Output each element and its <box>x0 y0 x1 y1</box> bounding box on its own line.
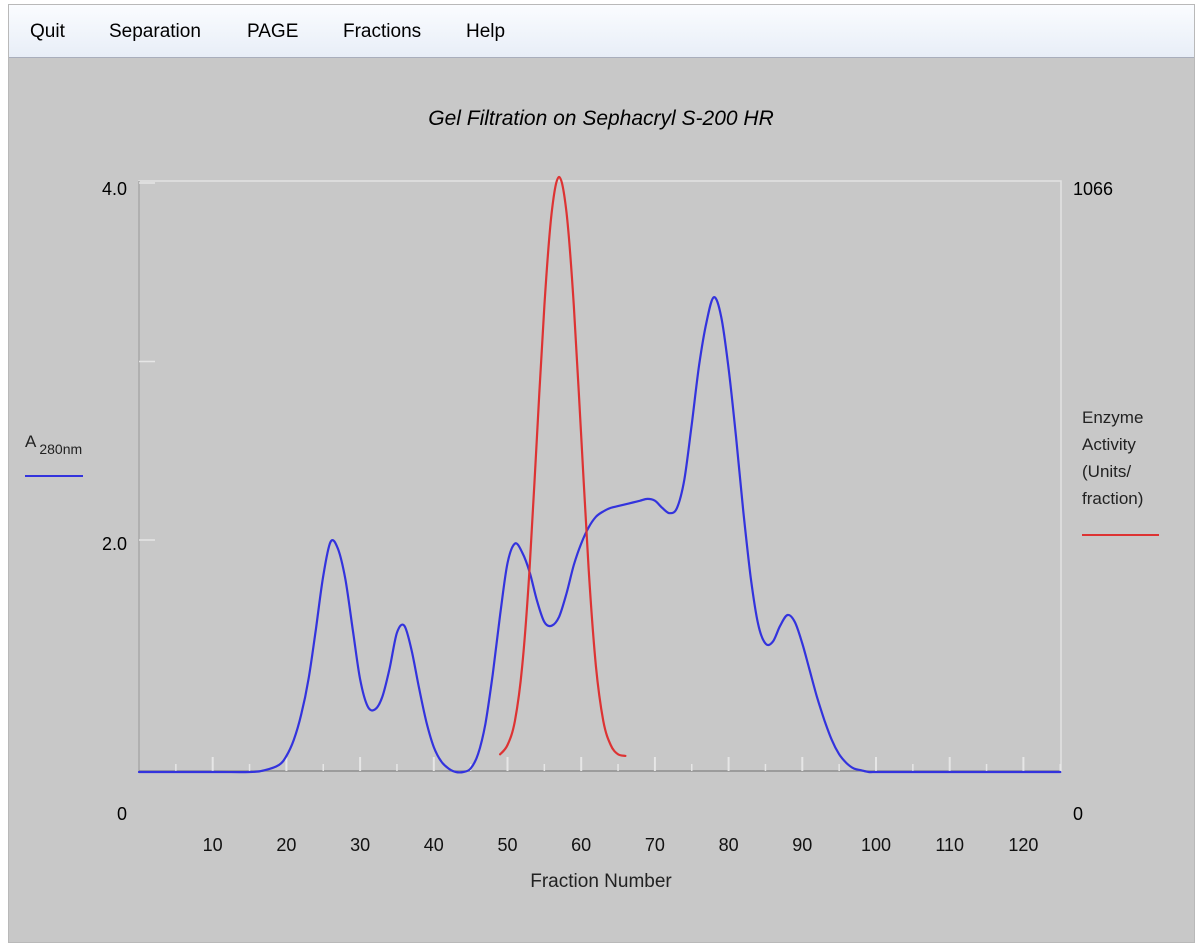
x-tick-label: 70 <box>645 835 665 855</box>
x-tick-label: 120 <box>1008 835 1038 855</box>
chart-title: Gel Filtration on Sephacryl S-200 HR <box>428 107 774 130</box>
y-axis-ticks <box>139 182 155 541</box>
left-axis-label-sub: 280nm <box>39 441 82 457</box>
menu-quit[interactable]: Quit <box>30 21 65 42</box>
x-tick-label: 50 <box>497 835 517 855</box>
x-tick-label: 30 <box>350 835 370 855</box>
menu-help[interactable]: Help <box>466 21 506 42</box>
left-axis-mid-label: 2.0 <box>102 534 127 554</box>
x-tick-label: 100 <box>861 835 891 855</box>
right-axis-min-label: 0 <box>1073 804 1083 824</box>
x-axis-label: Fraction Number <box>530 871 672 892</box>
menu-bar: Quit Separation PAGE Fractions Help <box>9 5 1194 58</box>
left-axis-label-main: A <box>25 432 37 451</box>
x-axis-ticks <box>175 757 1061 771</box>
left-axis-min-label: 0 <box>117 804 127 824</box>
absorbance-line <box>137 296 1062 774</box>
right-axis-label-line-2: Activity <box>1082 435 1136 454</box>
plot-frame <box>138 180 1062 772</box>
right-axis-label-line-4: fraction) <box>1082 489 1143 508</box>
x-tick-label: 80 <box>719 835 739 855</box>
right-axis-label-line-1: Enzyme <box>1082 408 1143 427</box>
app-window: Quit Separation PAGE Fractions Help Gel … <box>8 4 1195 943</box>
x-tick-label: 90 <box>792 835 812 855</box>
elution-chart: Gel Filtration on Sephacryl S-200 HR 10 2… <box>25 107 1159 892</box>
x-tick-label: 60 <box>571 835 591 855</box>
right-axis-max-label: 1066 <box>1073 179 1113 199</box>
x-tick-label: 110 <box>935 835 964 855</box>
menu-separation[interactable]: Separation <box>109 21 201 42</box>
x-tick-label: 40 <box>424 835 444 855</box>
left-axis-max-label: 4.0 <box>102 179 127 199</box>
enzyme-activity-line <box>499 175 627 757</box>
left-axis-label: A 280nm <box>25 432 82 457</box>
right-axis-label-line-3: (Units/ <box>1082 462 1131 481</box>
series-group <box>137 175 1062 774</box>
x-tick-label: 10 <box>203 835 223 855</box>
x-axis-tick-labels: 10 20 30 40 50 60 70 80 90 100 110 120 <box>203 835 1039 855</box>
menu-page[interactable]: PAGE <box>247 21 299 42</box>
menu-fractions[interactable]: Fractions <box>343 21 422 42</box>
x-tick-label: 20 <box>276 835 296 855</box>
